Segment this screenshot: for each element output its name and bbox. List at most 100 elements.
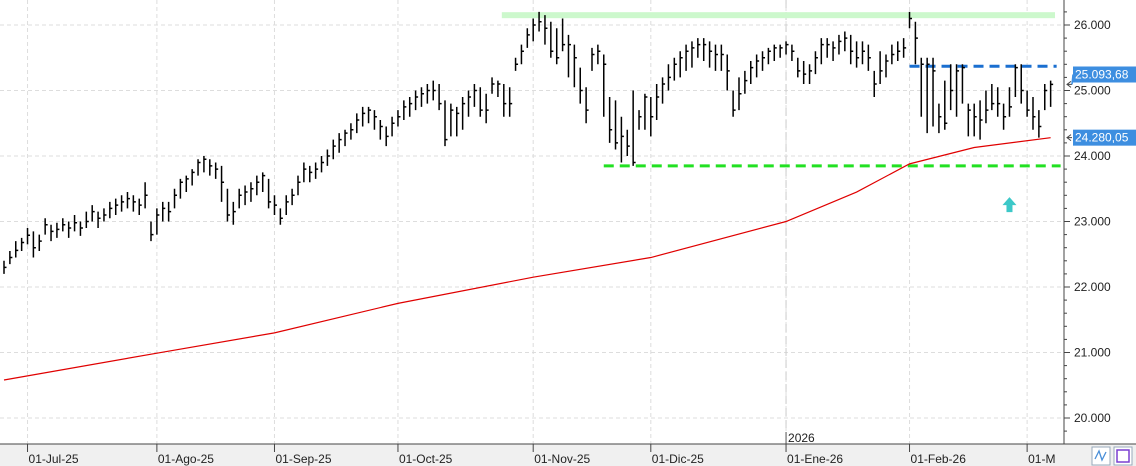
ohlc-bar	[561, 18, 566, 52]
year-label: 2026	[788, 431, 815, 445]
ohlc-bar	[655, 83, 660, 120]
up-arrow-icon	[1002, 197, 1017, 213]
ohlc-bar	[597, 44, 601, 65]
ohlc-bar	[379, 119, 383, 140]
x-tick-label: 01-Nov-25	[534, 452, 590, 466]
ohlc-bar	[314, 162, 319, 179]
y-axis: 26.000 25.000 24.000 23.000 22.000 21.000 20.0…	[1063, 0, 1136, 444]
ohlc-bars	[3, 11, 1054, 274]
ohlc-bar	[591, 47, 595, 71]
ohlc-bar	[491, 77, 495, 94]
ohlc-bar	[855, 41, 860, 68]
ohlc-bar	[897, 41, 901, 62]
ohlc-bar	[1038, 110, 1042, 138]
ohlc-bar	[708, 41, 713, 68]
ohlc-bar	[173, 188, 178, 209]
ohlc-bar	[408, 97, 413, 117]
ohlc-bar	[638, 110, 642, 130]
ohlc-bar	[632, 90, 636, 166]
ohlc-bar	[85, 211, 89, 229]
ohlc-bar	[303, 162, 307, 183]
price-label-leader	[1071, 74, 1074, 85]
ohlc-bar	[908, 11, 913, 29]
ohlc-bar	[109, 201, 113, 219]
floppy-glyph	[1116, 449, 1130, 463]
price-label-box	[1073, 129, 1136, 146]
ohlc-bar	[914, 21, 918, 65]
ohlc-bar	[973, 103, 977, 137]
ohlc-bar	[385, 126, 389, 147]
ohlc-bar	[185, 175, 189, 193]
ohlc-bar	[673, 57, 677, 81]
ohlc-bar	[179, 178, 183, 199]
y-tick-label: 24.000	[1074, 149, 1111, 163]
ohlc-bar	[967, 103, 971, 137]
ohlc-bar	[309, 165, 313, 183]
ohlc-bar	[1032, 97, 1036, 130]
ohlc-bar	[403, 100, 407, 120]
ohlc-bar	[797, 57, 801, 78]
save-icon[interactable]	[1113, 446, 1133, 466]
ohlc-bar	[285, 195, 289, 215]
ohlc-bar	[456, 106, 460, 137]
ohlc-bar	[867, 44, 871, 71]
ohlc-bar	[97, 211, 101, 229]
ohlc-bar	[685, 44, 689, 71]
ohlc-bar	[608, 97, 613, 143]
ohlc-bar	[926, 57, 930, 134]
ohlc-bar	[461, 97, 466, 130]
ohlc-bar	[479, 87, 483, 117]
ohlc-bar	[332, 139, 336, 160]
x-tick-label: 01-Ago-25	[158, 452, 214, 466]
y-tick-label: 20.000	[1074, 411, 1111, 425]
ohlc-bar	[691, 41, 695, 68]
ohlc-bar	[1008, 87, 1012, 117]
moving-average	[3, 137, 1051, 381]
ohlc-bar	[420, 87, 424, 107]
price-label: 25.093,68	[1075, 68, 1129, 82]
ohlc-bar	[191, 169, 195, 186]
ohlc-bar	[150, 221, 154, 242]
ohlc-bar	[391, 116, 395, 137]
ohlc-bar	[603, 54, 607, 117]
chart-type-button[interactable]	[1091, 446, 1111, 466]
ohlc-bar	[885, 54, 889, 78]
ohlc-bar	[497, 80, 501, 98]
ohlc-bar	[550, 21, 554, 58]
ohlc-bar	[979, 100, 983, 140]
ohlc-bar	[1002, 103, 1007, 130]
ohlc-bar	[844, 31, 848, 52]
ohlc-bar	[520, 44, 524, 65]
ohlc-bar	[932, 57, 936, 127]
ohlc-bar	[720, 44, 724, 71]
ohlc-bar	[614, 100, 619, 150]
y-tick-label: 25.000	[1074, 84, 1111, 98]
save-button[interactable]	[1113, 446, 1133, 466]
ohlc-bar	[361, 106, 366, 127]
ohlc-bar	[485, 93, 489, 124]
ohlc-bar	[714, 44, 718, 71]
ohlc-bar	[426, 83, 430, 104]
arrow-shape	[1002, 197, 1017, 213]
ohlc-bar	[226, 188, 230, 222]
ohlc-bar	[697, 38, 701, 58]
ohlc-bar	[902, 38, 907, 58]
ohlc-bar	[949, 64, 954, 111]
arrow-left-icon	[1066, 80, 1072, 88]
y-tick-label: 21.000	[1074, 346, 1111, 360]
ohlc-bar	[620, 116, 624, 163]
ohlc-bar	[808, 64, 813, 84]
ohlc-bar	[944, 80, 948, 130]
ohlc-bar	[79, 221, 83, 236]
ohlc-bar	[297, 175, 301, 196]
ohlc-bar	[38, 234, 42, 251]
ohlc-bar	[20, 237, 25, 251]
ohlc-bar	[103, 208, 107, 222]
ohlc-bar	[3, 260, 7, 274]
ohlc-bar	[1020, 64, 1024, 104]
ohlc-bar	[861, 41, 865, 65]
ohlc-bar	[44, 218, 48, 235]
x-tick-label: 01-M	[1028, 452, 1055, 466]
ohlc-bar	[1026, 90, 1030, 117]
